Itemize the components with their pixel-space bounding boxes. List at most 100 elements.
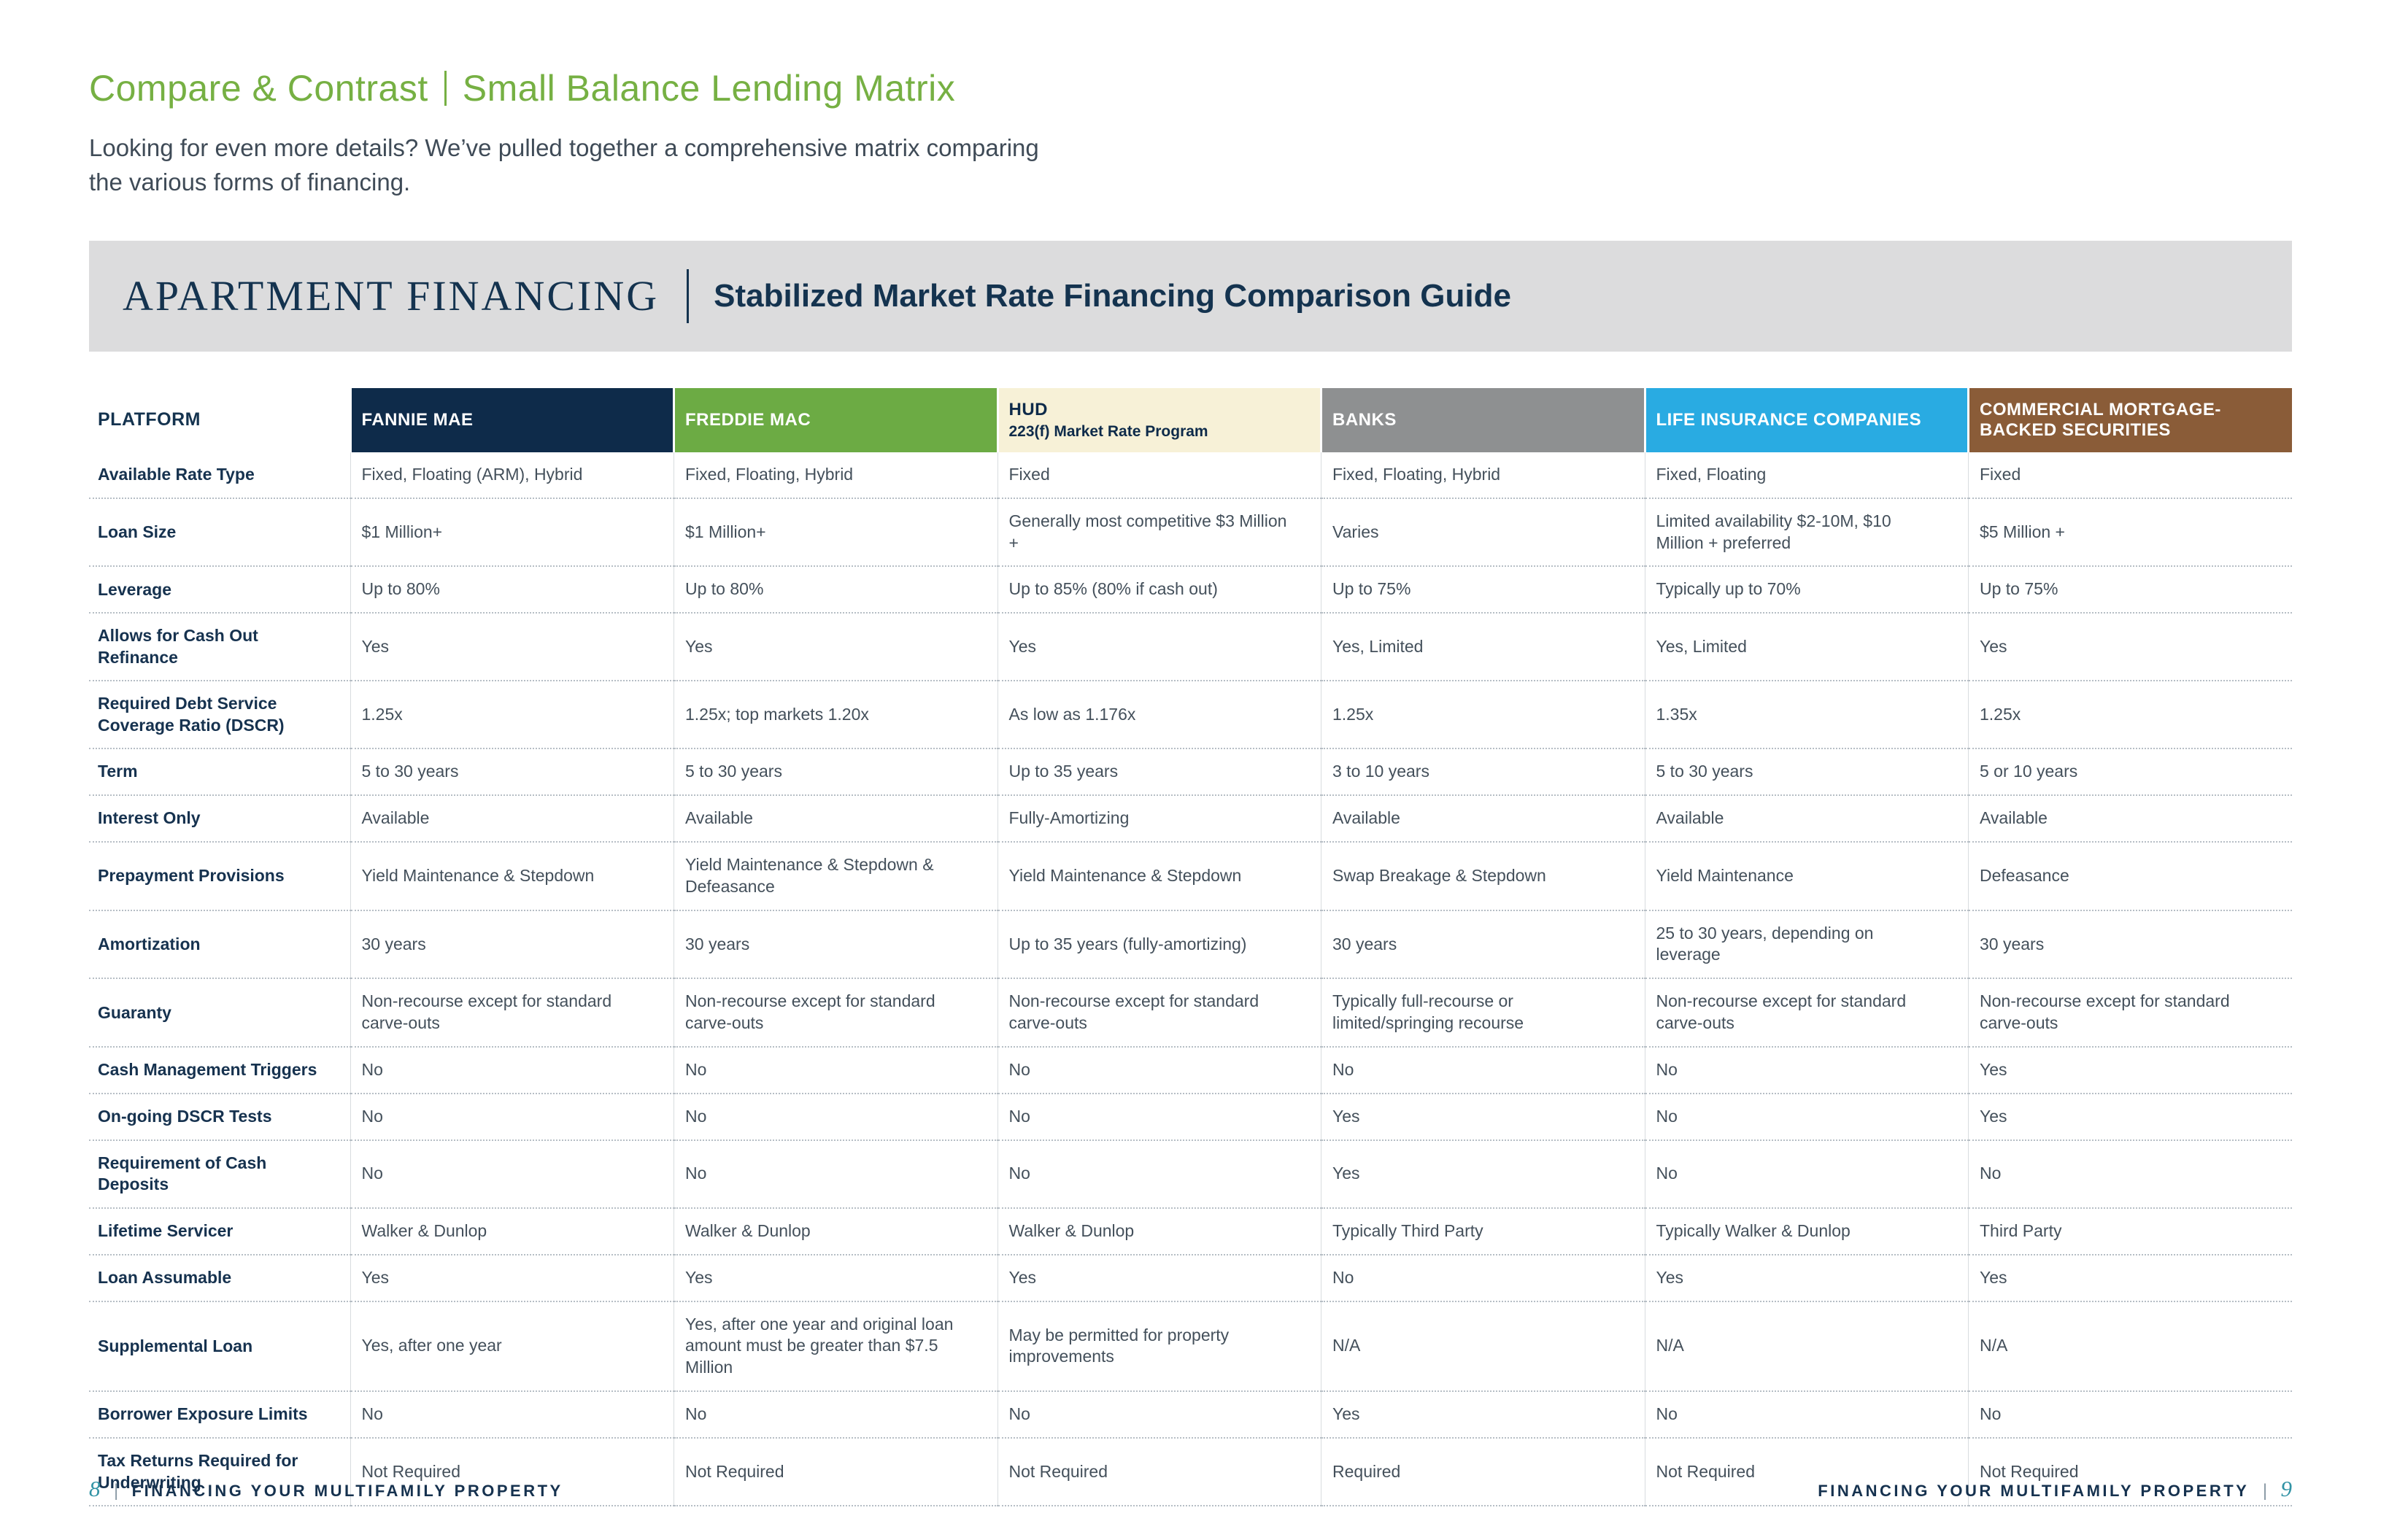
intro-line-2: the various forms of financing. bbox=[89, 168, 411, 196]
column-header-freddie-mac: FREDDIE MAC bbox=[673, 387, 997, 452]
table-cell: May be permitted for property improvemen… bbox=[997, 1301, 1321, 1393]
table-cell: Up to 75% bbox=[1321, 566, 1645, 614]
table-cell: Available bbox=[350, 794, 674, 843]
table-row-cash-management-triggers: Cash Management Triggers No No No No No Yes bbox=[89, 1047, 2292, 1095]
table-cell: Walker & Dunlop bbox=[997, 1207, 1321, 1255]
table-cell: Fixed, Floating (ARM), Hybrid bbox=[350, 452, 674, 499]
table-cell: Defeasance bbox=[1968, 841, 2292, 911]
table-cell: Yes bbox=[1321, 1391, 1645, 1439]
table-cell: 1.25x bbox=[1968, 681, 2292, 750]
table-cell: No bbox=[1321, 1047, 1645, 1095]
intro-line-1: Looking for even more details? We’ve pul… bbox=[89, 134, 1039, 161]
section-banner: APARTMENT FINANCING Stabilized Market Ra… bbox=[89, 240, 2292, 352]
table-cell: No bbox=[350, 1139, 674, 1209]
table-cell: No bbox=[1968, 1391, 2292, 1439]
page-footer: 8 | FINANCING YOUR MULTIFAMILY PROPERTY … bbox=[89, 1476, 2292, 1502]
table-cell: Yes bbox=[1968, 1254, 2292, 1302]
table-cell: 1.25x bbox=[350, 681, 674, 750]
table-cell: Yes bbox=[1321, 1094, 1645, 1141]
table-cell: Up to 85% (80% if cash out) bbox=[997, 566, 1321, 614]
table-cell: Not Required bbox=[350, 1438, 674, 1507]
table-cell: No bbox=[1644, 1047, 1969, 1095]
table-cell: No bbox=[350, 1094, 674, 1141]
table-row-leverage: Leverage Up to 80% Up to 80% Up to 85% (80%… bbox=[89, 566, 2292, 614]
table-cell: 5 to 30 years bbox=[1644, 748, 1969, 796]
table-cell: 1.35x bbox=[1644, 681, 1969, 750]
table-cell: Up to 75% bbox=[1968, 566, 2292, 614]
table-cell: Walker & Dunlop bbox=[674, 1207, 997, 1255]
column-header-life-insurance-companies: LIFE INSURANCE COMPANIES bbox=[1643, 387, 1969, 452]
table-cell: Not Required bbox=[997, 1438, 1321, 1507]
table-cell: Up to 80% bbox=[674, 566, 997, 614]
table-cell: No bbox=[350, 1391, 674, 1439]
table-cell: No bbox=[997, 1391, 1321, 1439]
table-cell: Yes bbox=[350, 1254, 674, 1302]
table-cell: Yes bbox=[997, 1254, 1321, 1302]
row-label: Lifetime Servicer bbox=[89, 1207, 350, 1255]
table-cell: No bbox=[1644, 1139, 1969, 1209]
table-cell: Fixed, Floating, Hybrid bbox=[674, 452, 997, 499]
footer-left: 8 | FINANCING YOUR MULTIFAMILY PROPERTY bbox=[89, 1476, 563, 1502]
table-cell: Yes, Limited bbox=[1644, 613, 1969, 682]
row-label: Loan Assumable bbox=[89, 1254, 350, 1302]
table-cell: Available bbox=[1644, 794, 1969, 843]
banner-divider bbox=[687, 268, 690, 323]
table-cell: Typically up to 70% bbox=[1644, 566, 1969, 614]
table-cell: Yes bbox=[1968, 1094, 2292, 1141]
table-cell: Fixed, Floating, Hybrid bbox=[1321, 452, 1645, 499]
table-cell: Limited availability $2-10M, $10 Million… bbox=[1644, 498, 1969, 568]
row-label: Leverage bbox=[89, 566, 350, 614]
table-cell: 1.25x bbox=[1321, 681, 1645, 750]
table-row-amortization: Amortization 30 years 30 years Up to 35 yea… bbox=[89, 910, 2292, 980]
table-cell: Fully-Amortizing bbox=[997, 794, 1321, 843]
table-row-prepayment-provisions: Prepayment Provisions Yield Maintenance &… bbox=[89, 841, 2292, 911]
table-row-term: Term 5 to 30 years 5 to 30 years Up to 35 y… bbox=[89, 748, 2292, 796]
column-header-label: COMMERCIAL MORTGAGE-BACKED SECURITIES bbox=[1980, 400, 2221, 440]
table-cell: Yes, after one year and original loan am… bbox=[674, 1301, 997, 1393]
table-cell: 30 years bbox=[674, 910, 997, 980]
table-row-loan-size: Loan Size $1 Million+ $1 Million+ Generally… bbox=[89, 498, 2292, 568]
intro-text: Looking for even more details? We’ve pul… bbox=[89, 131, 2292, 200]
row-label: Prepayment Provisions bbox=[89, 841, 350, 911]
table-row-lifetime-servicer: Lifetime Servicer Walker & Dunlop Walker &… bbox=[89, 1207, 2292, 1255]
table-cell: Required bbox=[1321, 1438, 1645, 1507]
column-header-commercial-mortgage-backed-securities: COMMERCIAL MORTGAGE-BACKED SECURITIES bbox=[1967, 387, 2292, 452]
table-cell: Non-recourse except for standard carve-o… bbox=[997, 978, 1321, 1048]
table-cell: Non-recourse except for standard carve-o… bbox=[1968, 978, 2292, 1048]
table-cell: No bbox=[674, 1094, 997, 1141]
table-cell: Yes bbox=[350, 613, 674, 682]
table-cell: Yield Maintenance & Stepdown & Defeasanc… bbox=[674, 841, 997, 911]
table-cell: $5 Million + bbox=[1968, 498, 2292, 568]
table-cell: 1.25x; top markets 1.20x bbox=[674, 681, 997, 750]
table-row-allows-for-cash-out-refinance: Allows for Cash Out Refinance Yes Yes Yes Ye… bbox=[89, 613, 2292, 682]
row-label: Loan Size bbox=[89, 498, 350, 568]
table-cell: Yes, after one year bbox=[350, 1301, 674, 1393]
table-cell: Yield Maintenance & Stepdown bbox=[997, 841, 1321, 911]
table-cell: Available bbox=[1968, 794, 2292, 843]
table-row-interest-only: Interest Only Available Available Fully-Amo… bbox=[89, 794, 2292, 843]
row-label: Available Rate Type bbox=[89, 452, 350, 499]
column-header-label: FANNIE MAE bbox=[361, 409, 474, 430]
table-cell: Yield Maintenance & Stepdown bbox=[350, 841, 674, 911]
table-row-tax-returns-required-for-underwriting: Tax Returns Required for Underwriting Not… bbox=[89, 1438, 2292, 1507]
table-cell: No bbox=[1644, 1391, 1969, 1439]
table-cell: Up to 35 years bbox=[997, 748, 1321, 796]
table-cell: Not Required bbox=[1644, 1438, 1969, 1507]
table-cell: Fixed bbox=[997, 452, 1321, 499]
table-cell: 30 years bbox=[350, 910, 674, 980]
table-cell: Non-recourse except for standard carve-o… bbox=[674, 978, 997, 1048]
table-cell: No bbox=[997, 1047, 1321, 1095]
table-cell: Not Required bbox=[1968, 1438, 2292, 1507]
table-cell: Available bbox=[1321, 794, 1645, 843]
table-cell: Varies bbox=[1321, 498, 1645, 568]
platform-column-header: PLATFORM bbox=[98, 409, 201, 430]
footer-left-text: FINANCING YOUR MULTIFAMILY PROPERTY bbox=[131, 1482, 563, 1500]
row-label: Borrower Exposure Limits bbox=[89, 1391, 350, 1439]
title-divider bbox=[444, 71, 447, 106]
row-label: Supplemental Loan bbox=[89, 1301, 350, 1393]
table-header-row: PLATFORM FANNIE MAE FREDDIE MAC HUD 223(f) M… bbox=[89, 387, 2292, 452]
table-cell: No bbox=[1968, 1139, 2292, 1209]
table-cell: No bbox=[674, 1391, 997, 1439]
table-cell: Available bbox=[674, 794, 997, 843]
